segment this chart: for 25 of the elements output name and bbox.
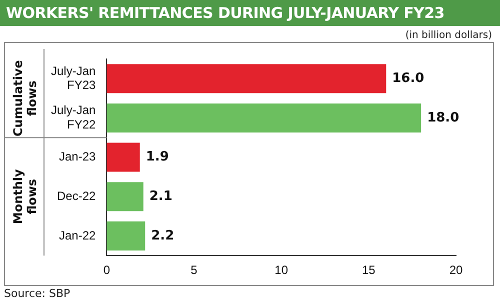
chart-title: WORKERS' REMITTANCES DURING JULY-JANUARY FY23 xyxy=(0,0,500,26)
y-tick-label: July-Jan FY22 xyxy=(50,103,96,132)
y-tick-label: Dec-22 xyxy=(56,188,96,203)
bar xyxy=(106,221,146,250)
data-label: 16.0 xyxy=(392,71,424,86)
text: Monthly flows xyxy=(11,168,40,224)
bar xyxy=(106,64,386,94)
y-tick-label: July-Jan FY23 xyxy=(50,64,96,92)
data-label: 2.1 xyxy=(149,188,172,204)
y-tick-label: Jan-23 xyxy=(58,150,96,164)
y-tick-label: Jan-22 xyxy=(58,228,96,242)
bar xyxy=(106,142,140,172)
data-label: 18.0 xyxy=(427,110,460,126)
chart-subtitle: (in billion dollars) xyxy=(405,30,492,41)
data-label: 1.9 xyxy=(146,150,169,165)
x-tick-label: 5 xyxy=(190,263,198,278)
x-tick-label: 0 xyxy=(103,263,110,278)
text: Cumulative flows xyxy=(11,60,40,137)
bar xyxy=(106,182,144,212)
x-tick-label: 15 xyxy=(362,263,376,278)
x-tick-label: 20 xyxy=(449,263,463,278)
bar xyxy=(106,103,422,132)
x-tick-label: 10 xyxy=(274,263,288,278)
source-note: Source: SBP xyxy=(4,287,70,300)
data-label: 2.2 xyxy=(151,228,174,244)
